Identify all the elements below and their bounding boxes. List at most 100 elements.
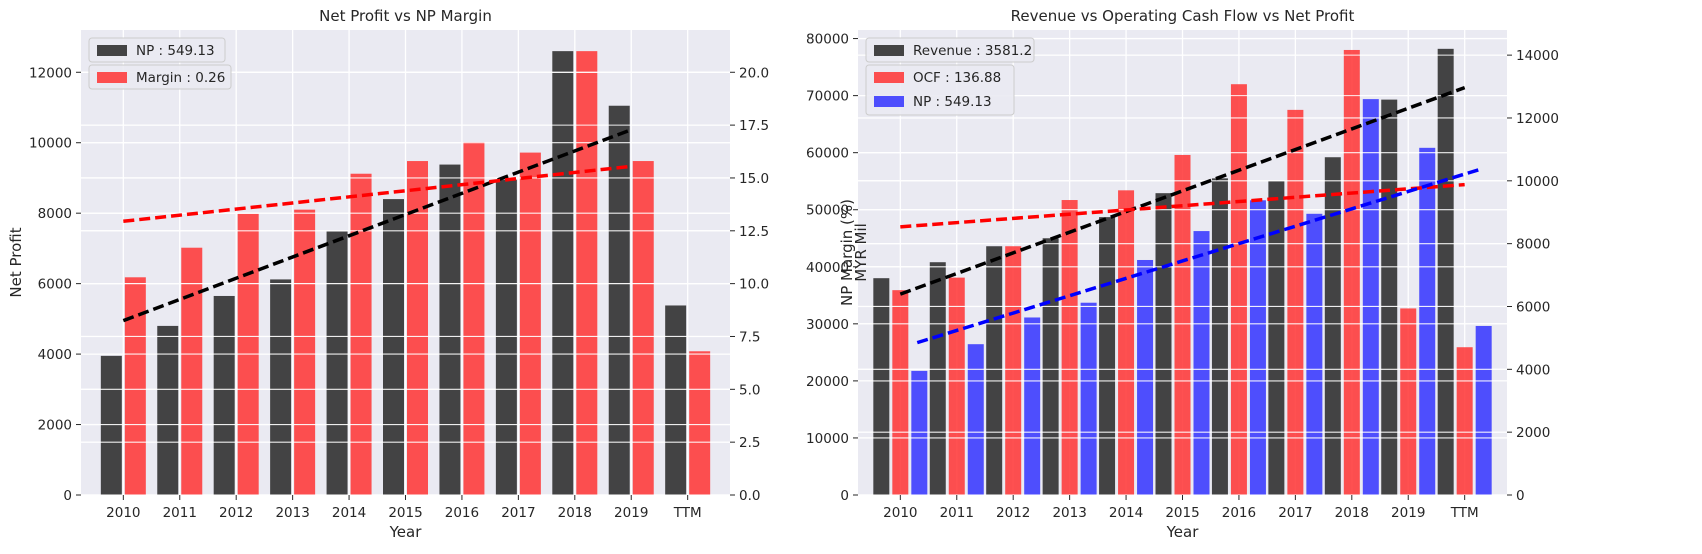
y-tick-label-right: 5.0 [739,382,760,398]
x-tick-label: 2016 [1222,505,1256,521]
x-tick-label: 2017 [1278,505,1312,521]
trendline-trend_black [122,128,632,323]
trendline-trend_red [900,182,1465,229]
x-tick-label: 2014 [332,505,366,521]
legend-swatch-black [97,45,127,56]
bar-red [407,161,428,495]
x-axis-label: Year [389,523,423,541]
y-tick-label-right: 12.5 [739,224,769,240]
bar-red [519,152,541,495]
bar-black [439,164,461,495]
bar-blue [967,344,984,495]
bar-black [213,295,235,495]
y-tick-label-right: 2.5 [739,435,760,451]
bar-red [1005,246,1022,495]
bar-blue [1080,302,1097,495]
y-tick-label-right: 0.0 [739,488,760,504]
legend-swatch-blue [874,96,904,107]
x-tick-label: TTM [673,505,702,521]
legend-swatch-black [874,45,904,56]
y-tick-label-left: 80000 [806,32,849,48]
legend-swatch-red [97,72,127,83]
y-tick-label-right: 14000 [1516,48,1559,64]
bar-black [1099,217,1116,495]
bar-black [552,51,574,496]
y-axis-label-right: NP Margin (%) [838,199,856,306]
bar-black [383,199,404,495]
bar-black [608,105,630,495]
y-tick-label-left: 10000 [29,136,72,152]
bar-black [100,355,122,495]
bar-blue [1193,231,1210,495]
bar-black [1268,181,1285,495]
y-tick-label-right: 12000 [1516,111,1559,127]
y-tick-label-right: 10.0 [739,277,769,293]
bar-black [986,246,1003,495]
bar-red [294,209,316,495]
bar-black [1211,178,1228,495]
bar-red [124,277,146,495]
y-tick-label-left: 30000 [806,317,849,333]
bar-red [1061,200,1078,495]
bar-black [1155,193,1172,495]
bar-red [1400,308,1417,495]
x-tick-label: TTM [1450,505,1479,521]
y-tick-label-left: 12000 [29,65,72,81]
y-tick-label-left: 10000 [806,431,849,447]
bar-blue [1306,213,1323,496]
bar-black [1042,238,1059,496]
legend-label: OCF : 136.88 [913,70,1001,86]
legend-swatch-red [874,72,904,83]
trendline-trend_black [899,85,1466,296]
trendline-trend_blue [916,167,1483,345]
x-tick-label: 2013 [1052,505,1086,521]
bar-black [157,325,179,495]
bar-black [873,278,890,495]
y-tick-label-right: 10000 [1516,174,1559,190]
y-tick-label-left: 50000 [806,203,849,219]
y-tick-label-right: 15.0 [739,171,769,187]
bar-blue [1419,147,1436,495]
bar-black [1324,157,1341,495]
y-tick-label-left: 2000 [38,418,72,434]
bar-red [576,51,598,496]
y-axis-label: MYR Mil [852,223,870,282]
bar-red [892,290,909,495]
legend-box [865,37,1035,63]
bar-blue [1249,200,1266,496]
chart-title: Revenue vs Operating Cash Flow vs Net Pr… [1011,7,1355,25]
bar-black [1437,48,1454,496]
trendline-trend_red [123,164,632,224]
bar-black [1381,99,1398,495]
y-tick-label-left: 0 [840,488,849,504]
y-tick-label-right: 8000 [1516,237,1550,253]
x-tick-label: 2015 [388,505,422,521]
bar-red [181,247,203,495]
y-tick-label-left: 20000 [806,374,849,390]
bar-blue [911,370,928,495]
x-tick-label: 2012 [996,505,1030,521]
bar-black [270,279,292,495]
bar-red [1456,347,1473,495]
bar-black [665,305,687,495]
legend-label: Revenue : 3581.2 [913,43,1032,59]
x-tick-label: 2017 [501,505,535,521]
x-tick-label: 2014 [1109,505,1143,521]
x-tick-label: 2019 [1391,505,1425,521]
x-tick-label: 2015 [1165,505,1199,521]
x-tick-label: 2018 [558,505,592,521]
bar-red [1343,49,1360,495]
y-tick-label-left: 8000 [38,206,72,222]
x-tick-label: 2010 [106,505,140,521]
x-tick-label: 2013 [275,505,309,521]
chart-revenue-ocf-np: 0100002000030000400005000060000700008000… [806,7,1559,541]
bar-black [495,179,517,495]
bar-red [948,277,965,495]
legend-label: Margin : 0.26 [136,70,225,86]
legend-label: NP : 549.13 [913,94,992,110]
x-tick-label: 2011 [940,505,974,521]
x-tick-label: 2010 [883,505,917,521]
x-tick-label: 2018 [1335,505,1369,521]
x-axis-label: Year [1166,523,1200,541]
